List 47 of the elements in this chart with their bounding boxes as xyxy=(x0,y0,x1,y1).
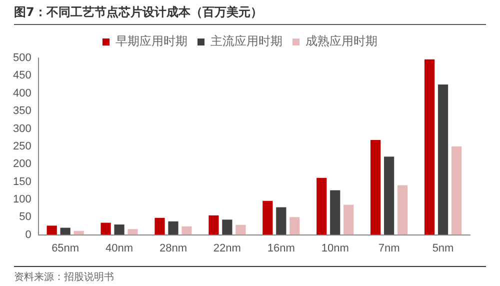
legend-label: 主流应用时期 xyxy=(210,34,282,48)
bar xyxy=(330,190,340,235)
bar xyxy=(128,229,138,235)
x-tick-label: 22nm xyxy=(213,242,241,254)
bar xyxy=(276,207,286,235)
y-tick-label: 50 xyxy=(19,211,32,224)
bar xyxy=(370,140,381,235)
bar xyxy=(60,228,70,235)
bar xyxy=(46,226,57,235)
text: 资料来源：招股说明书 xyxy=(14,266,486,284)
bar xyxy=(384,156,394,235)
y-tick-label: 200 xyxy=(12,158,32,170)
x-tick-label: 40nm xyxy=(106,242,134,254)
bar xyxy=(397,185,408,235)
bar xyxy=(100,222,111,235)
chart-title: 图7：不同工艺节点芯片设计成本（百万美元） xyxy=(14,4,486,25)
bar xyxy=(182,226,192,235)
legend-label: 早期应用时期 xyxy=(116,34,188,48)
bar xyxy=(451,146,462,235)
bar xyxy=(236,224,246,235)
y-tick-label: 350 xyxy=(12,105,32,118)
bar xyxy=(344,204,354,235)
y-tick-label: 450 xyxy=(12,70,32,82)
bar xyxy=(154,218,165,235)
bar xyxy=(438,84,448,235)
bar xyxy=(424,59,435,235)
y-tick-label: 250 xyxy=(12,140,32,152)
bar xyxy=(208,215,219,235)
y-tick-label: 300 xyxy=(12,122,32,135)
y-tick-label: 500 xyxy=(12,52,32,64)
bar xyxy=(262,200,273,235)
x-tick-label: 10nm xyxy=(321,242,349,254)
bar xyxy=(222,220,232,235)
bar xyxy=(114,224,124,235)
bar xyxy=(290,217,300,235)
x-tick-label: 5nm xyxy=(432,242,454,254)
y-tick-label: 150 xyxy=(12,176,32,188)
y-tick-label: 400 xyxy=(12,87,32,100)
legend-label: 成熟应用时期 xyxy=(306,34,378,48)
x-tick-label: 16nm xyxy=(267,242,295,254)
bar xyxy=(316,178,327,235)
y-tick-label: 100 xyxy=(12,193,32,206)
x-tick-label: 65nm xyxy=(52,242,80,254)
bar xyxy=(168,221,178,235)
x-tick-label: 7nm xyxy=(378,242,400,254)
x-tick-label: 28nm xyxy=(159,242,188,254)
y-tick-label: 0 xyxy=(25,228,32,241)
